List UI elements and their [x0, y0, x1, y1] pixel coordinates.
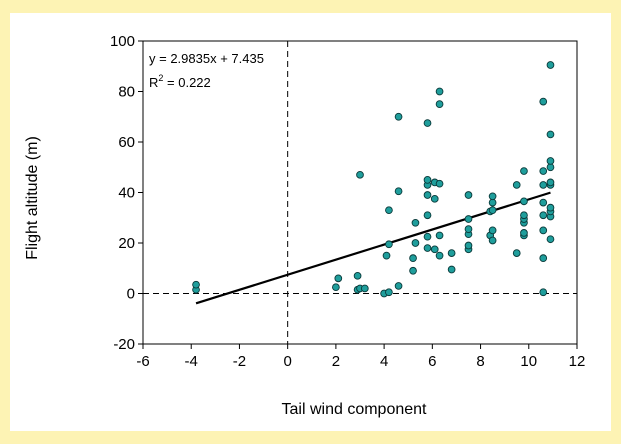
data-point [360, 284, 369, 293]
data-point [423, 191, 432, 199]
data-point [512, 181, 521, 189]
data-point [546, 163, 555, 172]
data-point [409, 254, 417, 263]
data-point [447, 249, 456, 257]
y-tick-label: 100 [110, 33, 135, 50]
data-point [385, 288, 393, 297]
x-tick-label: 10 [520, 353, 537, 370]
reference-lines [143, 41, 577, 344]
y-axis-title: Flight altitude (m) [24, 136, 41, 260]
x-tick-label: 12 [569, 353, 586, 370]
data-point [488, 206, 497, 215]
data-point [423, 232, 432, 241]
data-point [464, 191, 473, 199]
x-axis-title: Tail wind component [282, 401, 428, 418]
data-point [423, 119, 432, 127]
data-point [546, 235, 555, 244]
data-point [520, 229, 528, 237]
data-point [520, 197, 528, 206]
r-squared-prefix: R [149, 75, 158, 90]
regression-equation: y = 2.9835x + 7.435 [149, 51, 264, 66]
data-point [334, 274, 343, 283]
data-point [539, 254, 548, 263]
x-tick-label: -6 [136, 353, 149, 370]
data-point [488, 236, 497, 245]
y-tick-label: 60 [118, 134, 135, 151]
data-point [520, 211, 528, 220]
data-point [332, 283, 340, 292]
data-point [435, 100, 444, 108]
data-point [423, 176, 432, 184]
regression-line-group [195, 191, 551, 305]
y-tick-label: 0 [127, 286, 135, 303]
data-point [430, 194, 439, 203]
y-tick-label: 20 [118, 235, 135, 252]
x-tick-label: 2 [332, 353, 340, 370]
data-point [488, 192, 497, 201]
data-point [520, 167, 528, 175]
data-point [385, 206, 393, 215]
x-tick-label: 8 [476, 353, 484, 370]
data-point [546, 157, 555, 165]
data-point [430, 245, 439, 254]
x-tick-label: -4 [185, 353, 198, 370]
data-point [539, 167, 548, 175]
r-squared-label: R2 = 0.222 [149, 73, 211, 90]
data-points [192, 61, 555, 298]
data-point [539, 181, 548, 189]
data-point [546, 203, 555, 212]
data-point [423, 244, 432, 252]
data-point [382, 251, 391, 260]
data-point [409, 266, 417, 275]
y-tick-label: 80 [118, 84, 135, 101]
regression-line [195, 191, 551, 305]
data-point [435, 251, 444, 260]
y-axis-ticks: -20 0 20 40 60 80 100 [110, 33, 143, 353]
data-point [394, 187, 403, 196]
chart-frame: -6 -4 -2 0 2 4 6 8 10 12 -20 0 20 40 60 80 100 y = 2.98… [10, 13, 611, 431]
data-point [394, 112, 403, 121]
data-point [464, 215, 473, 223]
data-point [539, 226, 548, 235]
data-point [356, 170, 364, 179]
data-point [539, 288, 548, 297]
data-point [411, 239, 420, 247]
data-point [435, 87, 444, 96]
data-point [423, 211, 432, 220]
y-tick-label: -20 [113, 336, 135, 353]
data-point [539, 97, 548, 106]
x-tick-label: 4 [380, 353, 388, 370]
data-point [539, 198, 548, 207]
data-point [488, 198, 497, 207]
x-tick-label: 6 [428, 353, 436, 370]
data-point [512, 249, 521, 257]
data-point [435, 179, 444, 188]
data-point [411, 218, 420, 227]
data-point [353, 271, 362, 280]
x-axis-ticks: -6 -4 -2 0 2 4 6 8 10 12 [136, 344, 585, 370]
data-point [539, 211, 548, 220]
x-tick-label: 0 [283, 353, 291, 370]
data-point [464, 225, 473, 233]
data-point [488, 226, 497, 235]
data-point [435, 231, 444, 240]
data-point [394, 282, 403, 290]
data-point [192, 280, 200, 289]
x-tick-label: -2 [233, 353, 246, 370]
data-point [546, 130, 555, 139]
r-squared-value: = 0.222 [163, 75, 210, 90]
data-point [447, 265, 456, 274]
data-point [464, 241, 473, 250]
data-point [546, 178, 555, 187]
data-point [546, 61, 555, 69]
y-tick-label: 40 [118, 185, 135, 202]
data-point [385, 240, 393, 249]
r-squared-superscript: 2 [158, 73, 163, 83]
